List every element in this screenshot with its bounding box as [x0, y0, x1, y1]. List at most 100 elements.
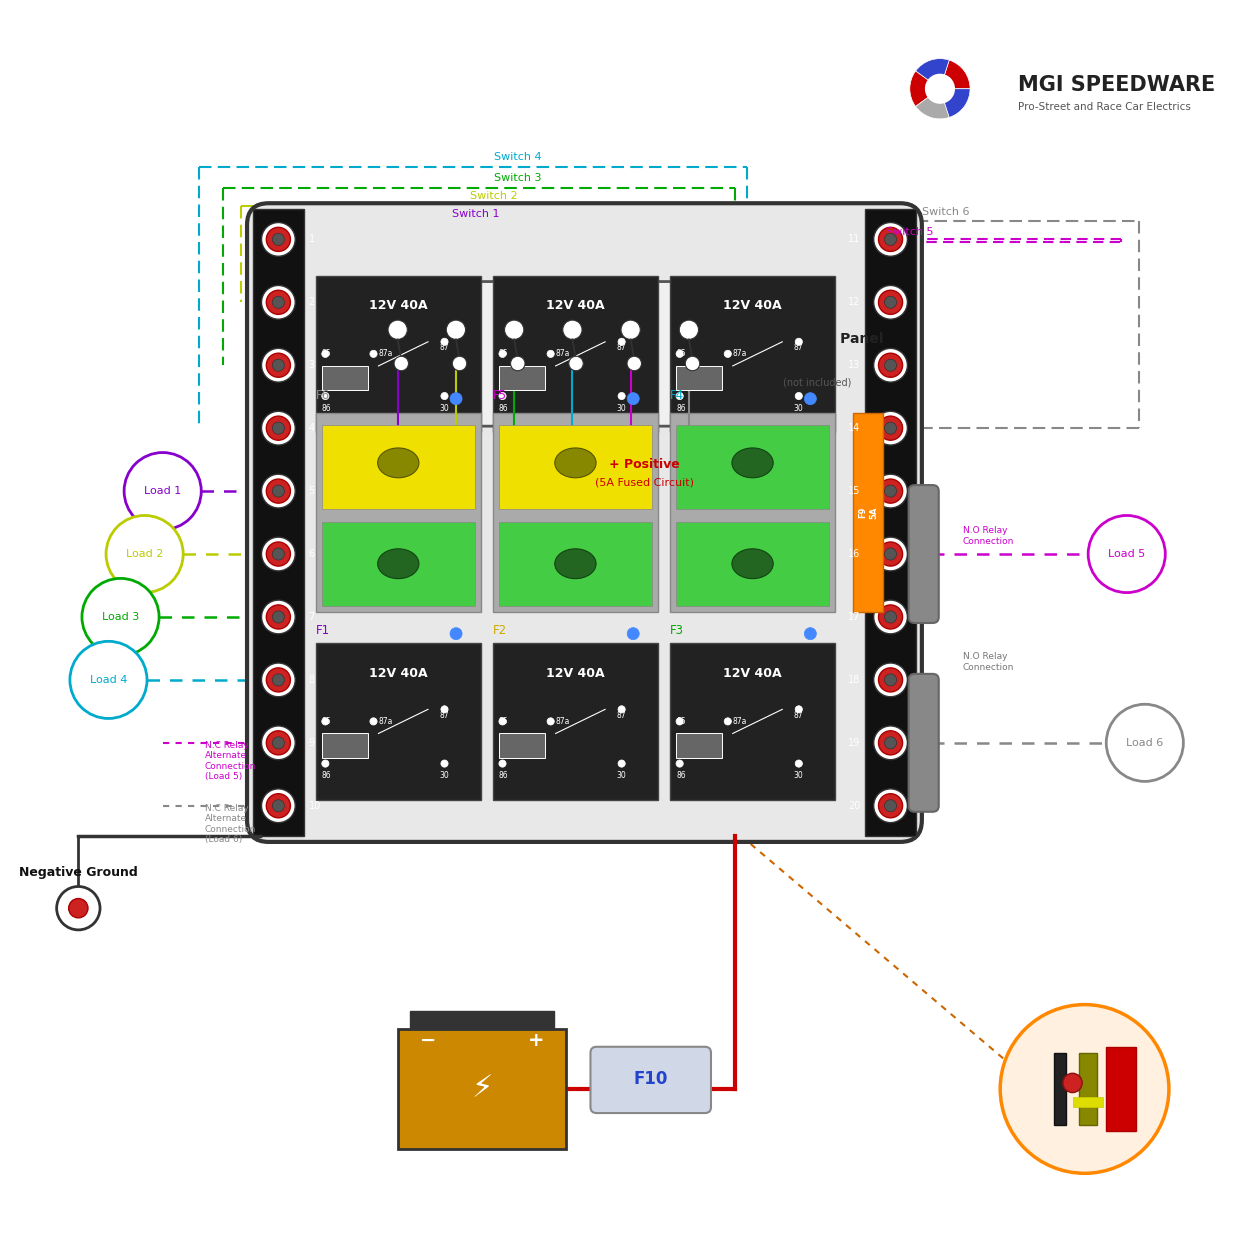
- Circle shape: [874, 538, 908, 571]
- Circle shape: [795, 706, 802, 712]
- Ellipse shape: [555, 448, 596, 478]
- Text: 8: 8: [309, 675, 315, 685]
- Circle shape: [548, 350, 554, 358]
- Circle shape: [676, 392, 684, 400]
- Circle shape: [685, 356, 700, 371]
- Bar: [1106, 1046, 1136, 1131]
- Text: Switch 1: Switch 1: [452, 209, 500, 219]
- Text: 85: 85: [499, 718, 509, 726]
- Text: F4: F4: [670, 389, 684, 401]
- Wedge shape: [915, 59, 949, 89]
- Circle shape: [321, 718, 329, 725]
- Text: F3: F3: [670, 624, 684, 636]
- Text: 6: 6: [309, 549, 315, 559]
- Wedge shape: [910, 71, 940, 106]
- Text: 12V 40A: 12V 40A: [546, 666, 605, 680]
- Circle shape: [266, 228, 290, 251]
- Circle shape: [885, 296, 896, 309]
- Wedge shape: [940, 60, 970, 89]
- Text: Switch Panel: Switch Panel: [784, 332, 884, 346]
- Circle shape: [266, 479, 290, 504]
- Circle shape: [394, 356, 409, 371]
- Circle shape: [879, 354, 902, 377]
- Circle shape: [618, 339, 625, 345]
- Text: Load 1: Load 1: [144, 486, 181, 496]
- Text: 30: 30: [440, 771, 449, 780]
- Text: (5A Fused Circuit): (5A Fused Circuit): [595, 478, 694, 488]
- Circle shape: [321, 760, 329, 768]
- Circle shape: [510, 356, 525, 371]
- Circle shape: [388, 320, 408, 340]
- Circle shape: [874, 285, 908, 319]
- Text: N.O Relay
Connection: N.O Relay Connection: [962, 526, 1014, 546]
- Ellipse shape: [732, 549, 774, 579]
- Text: Negative Ground: Negative Ground: [19, 865, 138, 879]
- Text: F1: F1: [316, 624, 330, 636]
- Circle shape: [879, 731, 902, 755]
- Text: Switch 5: Switch 5: [886, 228, 934, 238]
- Circle shape: [441, 760, 448, 768]
- Text: 30: 30: [616, 404, 626, 412]
- Circle shape: [446, 320, 465, 340]
- Text: 87: 87: [616, 711, 626, 720]
- Circle shape: [548, 718, 554, 725]
- Circle shape: [885, 736, 896, 749]
- Text: 85: 85: [676, 718, 686, 726]
- Text: 87a: 87a: [379, 718, 392, 726]
- Text: MGI SPEEDWARE: MGI SPEEDWARE: [1019, 75, 1215, 95]
- Text: 86: 86: [676, 771, 686, 780]
- Text: 5: 5: [309, 486, 315, 496]
- Text: F9
5A: F9 5A: [859, 506, 878, 519]
- Text: Switch 4: Switch 4: [494, 152, 542, 162]
- Text: −: −: [420, 1031, 436, 1050]
- Bar: [499, 366, 545, 390]
- Circle shape: [266, 794, 290, 818]
- Text: N.O Relay
Connection: N.O Relay Connection: [962, 652, 1014, 671]
- Circle shape: [272, 736, 285, 749]
- Text: F10: F10: [634, 1070, 668, 1089]
- Circle shape: [618, 760, 625, 768]
- Text: 30: 30: [794, 404, 804, 412]
- Text: (not included): (not included): [784, 378, 851, 388]
- Circle shape: [879, 542, 902, 566]
- Circle shape: [266, 605, 290, 629]
- Circle shape: [266, 290, 290, 314]
- Circle shape: [885, 611, 896, 622]
- Circle shape: [874, 662, 908, 696]
- Text: 87a: 87a: [555, 718, 570, 726]
- Circle shape: [499, 350, 506, 358]
- Text: 85: 85: [499, 349, 509, 359]
- Text: Load 6: Load 6: [1126, 738, 1164, 748]
- Circle shape: [261, 474, 295, 508]
- Text: Pro-Street and Race Car Electrics: Pro-Street and Race Car Electrics: [1019, 101, 1191, 111]
- Text: 12V 40A: 12V 40A: [369, 666, 428, 680]
- Text: ⚡: ⚡: [471, 1075, 492, 1104]
- Text: 12V 40A: 12V 40A: [724, 299, 781, 312]
- Text: 12: 12: [848, 298, 860, 308]
- Circle shape: [266, 542, 290, 566]
- Bar: [670, 642, 835, 800]
- Circle shape: [266, 354, 290, 377]
- Text: 85: 85: [676, 349, 686, 359]
- Text: 10: 10: [309, 801, 321, 811]
- Circle shape: [621, 320, 640, 340]
- Bar: [316, 275, 481, 432]
- Circle shape: [879, 290, 902, 314]
- Circle shape: [885, 234, 896, 245]
- Text: 13: 13: [849, 360, 860, 370]
- Text: N.C Relay
Alternate
Connection
(Load 5): N.C Relay Alternate Connection (Load 5): [205, 741, 256, 781]
- Circle shape: [879, 479, 902, 504]
- Wedge shape: [915, 89, 949, 119]
- Circle shape: [499, 760, 506, 768]
- Wedge shape: [940, 89, 970, 118]
- Bar: [321, 366, 368, 390]
- Text: 30: 30: [794, 771, 804, 780]
- Bar: [1072, 1098, 1102, 1108]
- Circle shape: [804, 628, 816, 640]
- Text: 18: 18: [849, 675, 860, 685]
- Circle shape: [676, 718, 684, 725]
- Circle shape: [450, 628, 462, 640]
- Circle shape: [1106, 704, 1184, 781]
- Text: Load 4: Load 4: [90, 675, 128, 685]
- Circle shape: [879, 605, 902, 629]
